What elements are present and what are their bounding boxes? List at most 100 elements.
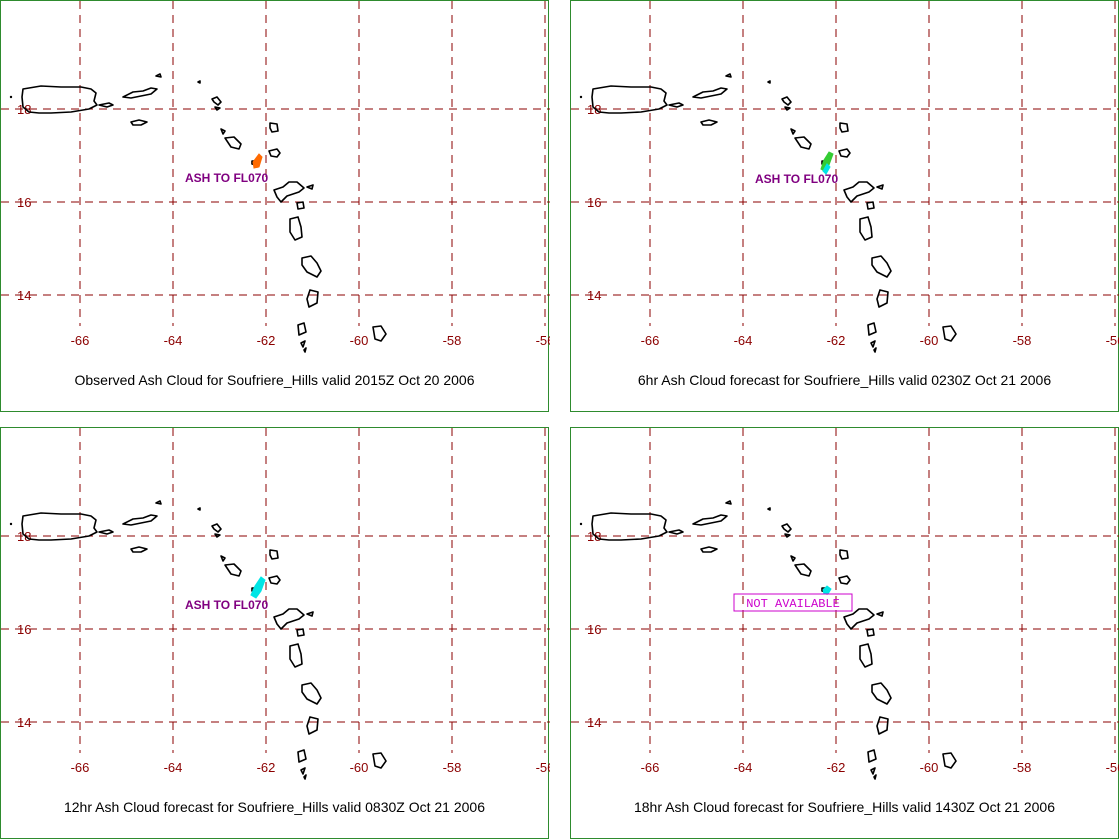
coastline-st-kitts	[220, 128, 226, 135]
coastline-st-kitts	[220, 555, 226, 562]
coastline-st-martin	[781, 523, 792, 533]
coastline-st-croix	[700, 546, 718, 553]
coastline-bequia	[297, 322, 307, 336]
longitude-label: -62	[827, 333, 846, 348]
longitude-label: -58	[443, 333, 462, 348]
not-available-label: NOT AVAILABLE	[746, 597, 840, 611]
latitude-label: 16	[587, 195, 601, 210]
longitude-label: -64	[164, 333, 183, 348]
coastline-antigua	[269, 549, 279, 560]
coastline-grenada	[873, 347, 877, 353]
coastline-barbados	[942, 325, 957, 342]
coastline-st-lucia	[301, 255, 322, 278]
panel-caption: 12hr Ash Cloud forecast for Soufriere_Hi…	[63, 799, 485, 815]
coastline-martinique	[289, 643, 303, 668]
latitude-label: 18	[17, 529, 31, 544]
coastline-barbados	[942, 752, 957, 769]
coastline-martinique	[289, 216, 303, 241]
coastline-desirade	[306, 184, 314, 190]
coastline-anguilla-dot	[197, 507, 201, 511]
map-panel-6hr: -66 -64 -62 -60 -58 -56 18 16 14 ASH TO FL070 6hr…	[570, 0, 1119, 412]
coastline-virgin-islands-1	[122, 87, 158, 99]
longitude-label: -66	[71, 760, 90, 775]
latitude-label: 14	[17, 288, 31, 303]
map-canvas-18hr: -66 -64 -62 -60 -58 -56 18 16 14 NOT AVAILABLE	[571, 428, 1119, 780]
map-canvas-observed: -66 -64 -62 -60 -58 -56 18 16 14 ASH TO FL070	[1, 1, 550, 353]
longitude-label: -66	[71, 333, 90, 348]
coastline-islet	[9, 95, 13, 99]
longitude-label: -58	[1013, 333, 1032, 348]
longitude-label: -56	[1106, 333, 1119, 348]
coastline-virgin-islands-2	[155, 500, 162, 505]
longitude-label: -62	[257, 333, 276, 348]
longitude-label: -60	[350, 333, 369, 348]
coastline-puerto-rico	[21, 85, 98, 114]
coastline-nevis	[224, 136, 242, 150]
longitude-label: -60	[920, 333, 939, 348]
map-canvas-6hr: -66 -64 -62 -60 -58 -56 18 16 14 ASH TO FL070	[571, 1, 1119, 353]
ash-height-label: ASH TO FL070	[755, 172, 838, 186]
latitude-label: 16	[17, 622, 31, 637]
coastline-anguilla-dot	[767, 80, 771, 84]
coastline-grenadines	[300, 340, 306, 348]
longitude-label: -60	[920, 760, 939, 775]
coastline-marie-galante	[843, 181, 875, 203]
coastline-anguilla-dot	[767, 507, 771, 511]
coastline-guadeloupe	[268, 148, 281, 158]
longitude-label: -58	[443, 760, 462, 775]
coastline-virgin-islands-1	[692, 87, 728, 99]
map-canvas-12hr: -66 -64 -62 -60 -58 -56 18 16 14 ASH TO FL070	[1, 428, 550, 780]
panel-caption: 18hr Ash Cloud forecast for Soufriere_Hi…	[633, 799, 1055, 815]
coastline-st-martin	[211, 96, 222, 106]
coastline-st-lucia	[871, 255, 892, 278]
longitude-label: -64	[734, 760, 753, 775]
coastline-islet	[9, 522, 13, 526]
coastline-st-lucia	[301, 682, 322, 705]
coastline-st-barts	[784, 106, 791, 111]
ash-cloud-polygon	[250, 576, 266, 599]
map-panel-observed: -66 -64 -62 -60 -58 -56 18 16 14 ASH TO FL070 Obs…	[0, 0, 550, 412]
longitude-label: -66	[641, 333, 660, 348]
coastline-virgin-islands-1	[692, 514, 728, 526]
longitude-label: -58	[1013, 760, 1032, 775]
coastline-st-croix	[700, 119, 718, 126]
coastline-vieques	[668, 102, 684, 108]
coastline-grenadines	[870, 340, 876, 348]
longitude-label: -62	[827, 760, 846, 775]
coastline-st-croix	[130, 546, 148, 553]
longitude-label: -64	[734, 333, 753, 348]
panel-caption: 6hr Ash Cloud forecast for Soufriere_Hil…	[637, 372, 1052, 388]
coastline-grenada	[303, 774, 307, 780]
coastline-puerto-rico	[21, 512, 98, 541]
coastline-virgin-islands-1	[122, 514, 158, 526]
latitude-label: 18	[17, 102, 31, 117]
ash-height-label: ASH TO FL070	[185, 598, 268, 612]
longitude-label: -60	[350, 760, 369, 775]
coastline-st-kitts	[790, 555, 796, 562]
coastline-guadeloupe	[268, 575, 281, 585]
coastline-puerto-rico	[591, 85, 668, 114]
coastline-guadeloupe	[838, 575, 851, 585]
coastline-antigua	[839, 549, 849, 560]
coastline-barbados	[372, 325, 387, 342]
latitude-label: 16	[17, 195, 31, 210]
coastline-st-vincent	[876, 716, 889, 735]
coastline-st-vincent	[306, 716, 319, 735]
not-available-box	[733, 593, 853, 612]
coastline-dominica	[296, 201, 305, 210]
latitude-label: 18	[587, 102, 601, 117]
coastline-st-croix	[130, 119, 148, 126]
ash-height-label: ASH TO FL070	[185, 171, 268, 185]
coastline-st-barts	[214, 106, 221, 111]
coastline-desirade	[876, 184, 884, 190]
coastline-st-vincent	[876, 289, 889, 308]
ash-cloud-lower	[822, 163, 831, 175]
latitude-label: 14	[587, 288, 601, 303]
coastline-st-martin	[211, 523, 222, 533]
coastline-barbados	[372, 752, 387, 769]
coastline-dominica	[866, 201, 875, 210]
coastline-grenadines	[300, 767, 306, 775]
coastline-martinique	[859, 216, 873, 241]
latitude-label: 16	[587, 622, 601, 637]
coastline-grenada	[303, 347, 307, 353]
